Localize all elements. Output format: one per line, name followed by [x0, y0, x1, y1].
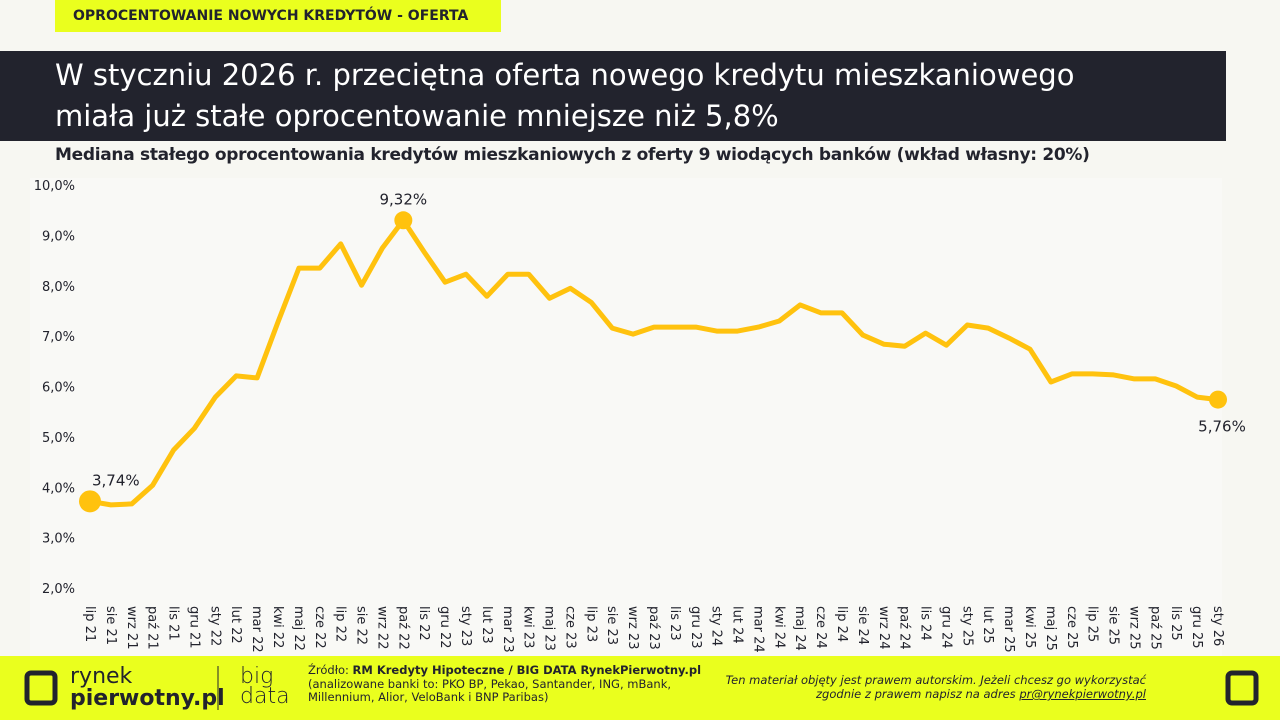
x-tick-label: wrz 25	[1126, 606, 1141, 649]
x-tick-label: maj 24	[792, 606, 807, 651]
bigdata-text: big	[240, 664, 274, 689]
x-tick-label: maj 25	[1043, 606, 1058, 651]
x-tick-label: sie 22	[354, 606, 369, 645]
x-tick-label: sie 25	[1106, 606, 1121, 645]
y-tick-label: 3,0%	[42, 532, 75, 547]
x-tick-label: sty 23	[458, 606, 473, 646]
x-tick-label: wrz 22	[374, 606, 389, 649]
source: (analizowane banki to: PKO BP, Pekao, Sa…	[308, 677, 672, 691]
x-tick-label: mar 25	[1001, 606, 1016, 653]
x-tick-label: kwi 22	[270, 606, 285, 648]
copyright-text: zgodnie z prawem napisz na adres	[816, 687, 1020, 701]
x-tick-label: paź 23	[646, 606, 661, 650]
x-tick-label: gru 23	[688, 606, 703, 649]
x-tick-label: sty 25	[959, 606, 974, 646]
y-tick-label: 8,0%	[42, 280, 75, 295]
y-tick-label: 9,0%	[42, 229, 75, 244]
chart: 2,0% 3,0% 4,0% 5,0% 6,0% 7,0% 8,0% 9,0% 10,0% lip…	[30, 178, 1246, 656]
data-label: 3,74%	[92, 471, 140, 489]
point	[79, 490, 101, 513]
point	[1209, 390, 1227, 409]
corner-circle	[1207, 656, 1279, 720]
x-tick-label: lis 21	[166, 606, 181, 641]
x-tick-label: cze 25	[1064, 606, 1079, 649]
x-tick-label: gru 21	[186, 606, 201, 649]
x-tick-label: lis 22	[416, 606, 431, 641]
y-tick-label: 10,0%	[34, 179, 75, 194]
x-tick-label: cze 24	[813, 606, 828, 649]
x-tick-label: paź 24	[897, 606, 912, 650]
x-tick-label: lis 25	[1168, 606, 1183, 641]
x-tick-label: wrz 24	[876, 606, 891, 649]
x-tick-label: mar 24	[750, 606, 765, 653]
x-tick-label: sie 23	[604, 606, 619, 645]
x-tick-label: paź 25	[1147, 606, 1162, 650]
x-tick-label: lis 24	[918, 606, 933, 641]
x-tick-label: mar 23	[500, 606, 515, 653]
x-tick-label: lut 22	[228, 606, 243, 644]
y-tick-label: 6,0%	[42, 381, 75, 396]
x-tick-label: lip 25	[1085, 606, 1100, 642]
x-tick-label: wrz 23	[625, 606, 640, 649]
x-tick-label: lip 22	[333, 606, 348, 642]
x-tick-label: maj 23	[542, 606, 557, 651]
x-tick-label: lut 23	[479, 606, 494, 644]
data-label: 5,76%	[1198, 418, 1246, 436]
email-link[interactable]: pr@rynekpierwotny.pl	[1019, 687, 1146, 701]
footer: rynek pierwotny.pl big data Źródło: RM K…	[0, 656, 1280, 720]
data-label: 9,32%	[380, 190, 428, 208]
title-banner	[0, 51, 1226, 141]
x-tick-label: paź 22	[395, 606, 410, 650]
y-tick-label: 7,0%	[42, 330, 75, 345]
source-name: RM Kredyty Hipoteczne / BIG DATA RynekPi…	[352, 663, 702, 677]
logo-text: rynek	[70, 664, 133, 689]
x-tick-label: cze 22	[312, 606, 327, 649]
chart-title: Mediana stałego oprocentowania kredytów …	[55, 145, 1090, 165]
y-tick-label: 2,0%	[42, 582, 75, 597]
footer-graphics	[24, 656, 1279, 720]
title-line: W styczniu 2026 r. przeciętna oferta now…	[55, 58, 1075, 92]
source: Millennium, Alior, VeloBank i BNP Pariba…	[308, 690, 549, 704]
x-tick-label: kwi 24	[771, 606, 786, 648]
logo-text: pierwotny.pl	[70, 686, 225, 711]
x-tick-label: lis 23	[667, 606, 682, 641]
x-tick-label: lut 25	[980, 606, 995, 644]
x-tick-label: sie 21	[103, 606, 118, 645]
x-tick-label: kwi 25	[1022, 606, 1037, 648]
x-tick-label: kwi 23	[521, 606, 536, 648]
copyright: zgodnie z prawem napisz na adres pr@ryne…	[816, 687, 1146, 701]
line	[87, 217, 1221, 508]
x-tick-label: wrz 21	[124, 606, 139, 649]
x-tick-label: maj 22	[291, 606, 306, 651]
point	[394, 211, 413, 230]
x-tick-label: gru 22	[437, 606, 452, 649]
x-tick-label: gru 25	[1189, 606, 1204, 649]
x-tick-label: sie 24	[855, 606, 870, 645]
x-tick-label: sty 26	[1210, 606, 1225, 646]
x-tick-label: mar 22	[249, 606, 264, 653]
x-tick-label: cze 23	[562, 606, 577, 649]
title-line: miała już stałe oprocentowanie mniejsze …	[55, 99, 779, 133]
y-tick-label: 4,0%	[42, 481, 75, 496]
x-tick-label: paź 21	[145, 606, 160, 650]
x-tick-label: sty 22	[207, 606, 222, 646]
logo-icon	[24, 670, 58, 706]
x-tick-label: lip 24	[834, 606, 849, 642]
x-tick-label: lut 24	[730, 606, 745, 644]
copyright: Ten materiał objęty jest prawem autorski…	[725, 673, 1146, 687]
logo-icon	[1225, 670, 1259, 706]
tag: OPROCENTOWANIE NOWYCH KREDYTÓW - OFERTA	[55, 0, 501, 32]
bigdata-text: data	[240, 684, 290, 709]
source-prefix: Źródło:	[308, 663, 353, 677]
source: Źródło: RM Kredyty Hipoteczne / BIG DATA…	[308, 664, 701, 677]
y-tick-label: 5,0%	[42, 431, 75, 446]
x-tick-label: lip 21	[82, 606, 97, 642]
x-tick-label: lip 23	[583, 606, 598, 642]
x-tick-label: sty 24	[709, 606, 724, 646]
plot-background	[30, 178, 1222, 656]
x-tick-label: gru 24	[938, 606, 953, 649]
